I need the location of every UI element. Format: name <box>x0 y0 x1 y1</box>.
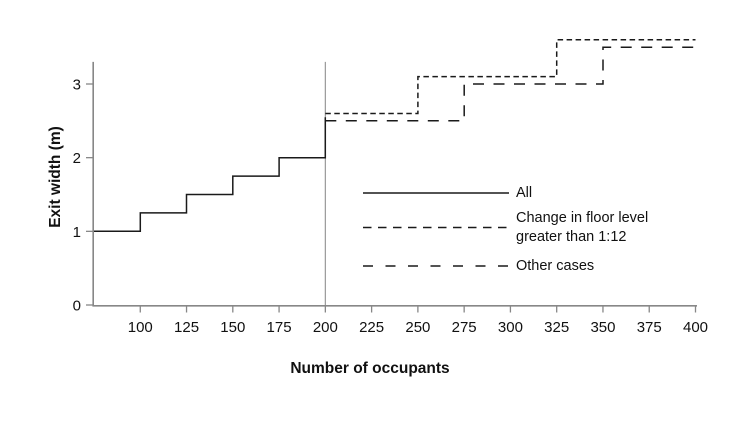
x-tick-label: 150 <box>220 319 245 336</box>
x-tick-label: 300 <box>498 319 523 336</box>
legend-item-other-cases: Other cases <box>363 256 594 276</box>
legend-label-other-cases: Other cases <box>516 257 595 274</box>
legend-label-floor-level: Change in floor level greater than 1:12 <box>516 210 649 245</box>
x-tick-label: 350 <box>590 319 615 336</box>
y-axis-title: Exit width (m) <box>47 126 64 228</box>
x-tick-label: 200 <box>313 319 338 336</box>
y-tick-label: 1 <box>73 224 81 241</box>
x-tick-label: 375 <box>637 319 662 336</box>
series-long-dash <box>325 46 696 122</box>
x-tick-label: 125 <box>174 319 199 336</box>
x-tick-label: 400 <box>683 319 708 336</box>
legend-item-floor-level: Change in floor level greater than 1:12 <box>363 209 648 246</box>
series-solid <box>94 117 327 233</box>
y-tick-label: 3 <box>73 77 81 94</box>
series-short-dash <box>325 39 696 115</box>
legend-label-all: All <box>516 184 533 201</box>
y-tick-label: 0 <box>73 298 81 315</box>
x-tick-label: 325 <box>544 319 569 336</box>
legend-item-all: All <box>363 183 532 203</box>
y-tick-label: 2 <box>73 150 81 167</box>
legend-line-long-dash-icon <box>363 265 509 267</box>
legend-line-solid-icon <box>363 192 509 194</box>
x-tick-label: 100 <box>128 319 153 336</box>
x-tick-label: 225 <box>359 319 384 336</box>
x-tick-label: 275 <box>452 319 477 336</box>
legend-line-short-dash-icon <box>363 226 509 229</box>
x-axis-title: Number of occupants <box>290 360 450 377</box>
x-tick-label: 175 <box>267 319 292 336</box>
x-tick-label: 250 <box>405 319 430 336</box>
